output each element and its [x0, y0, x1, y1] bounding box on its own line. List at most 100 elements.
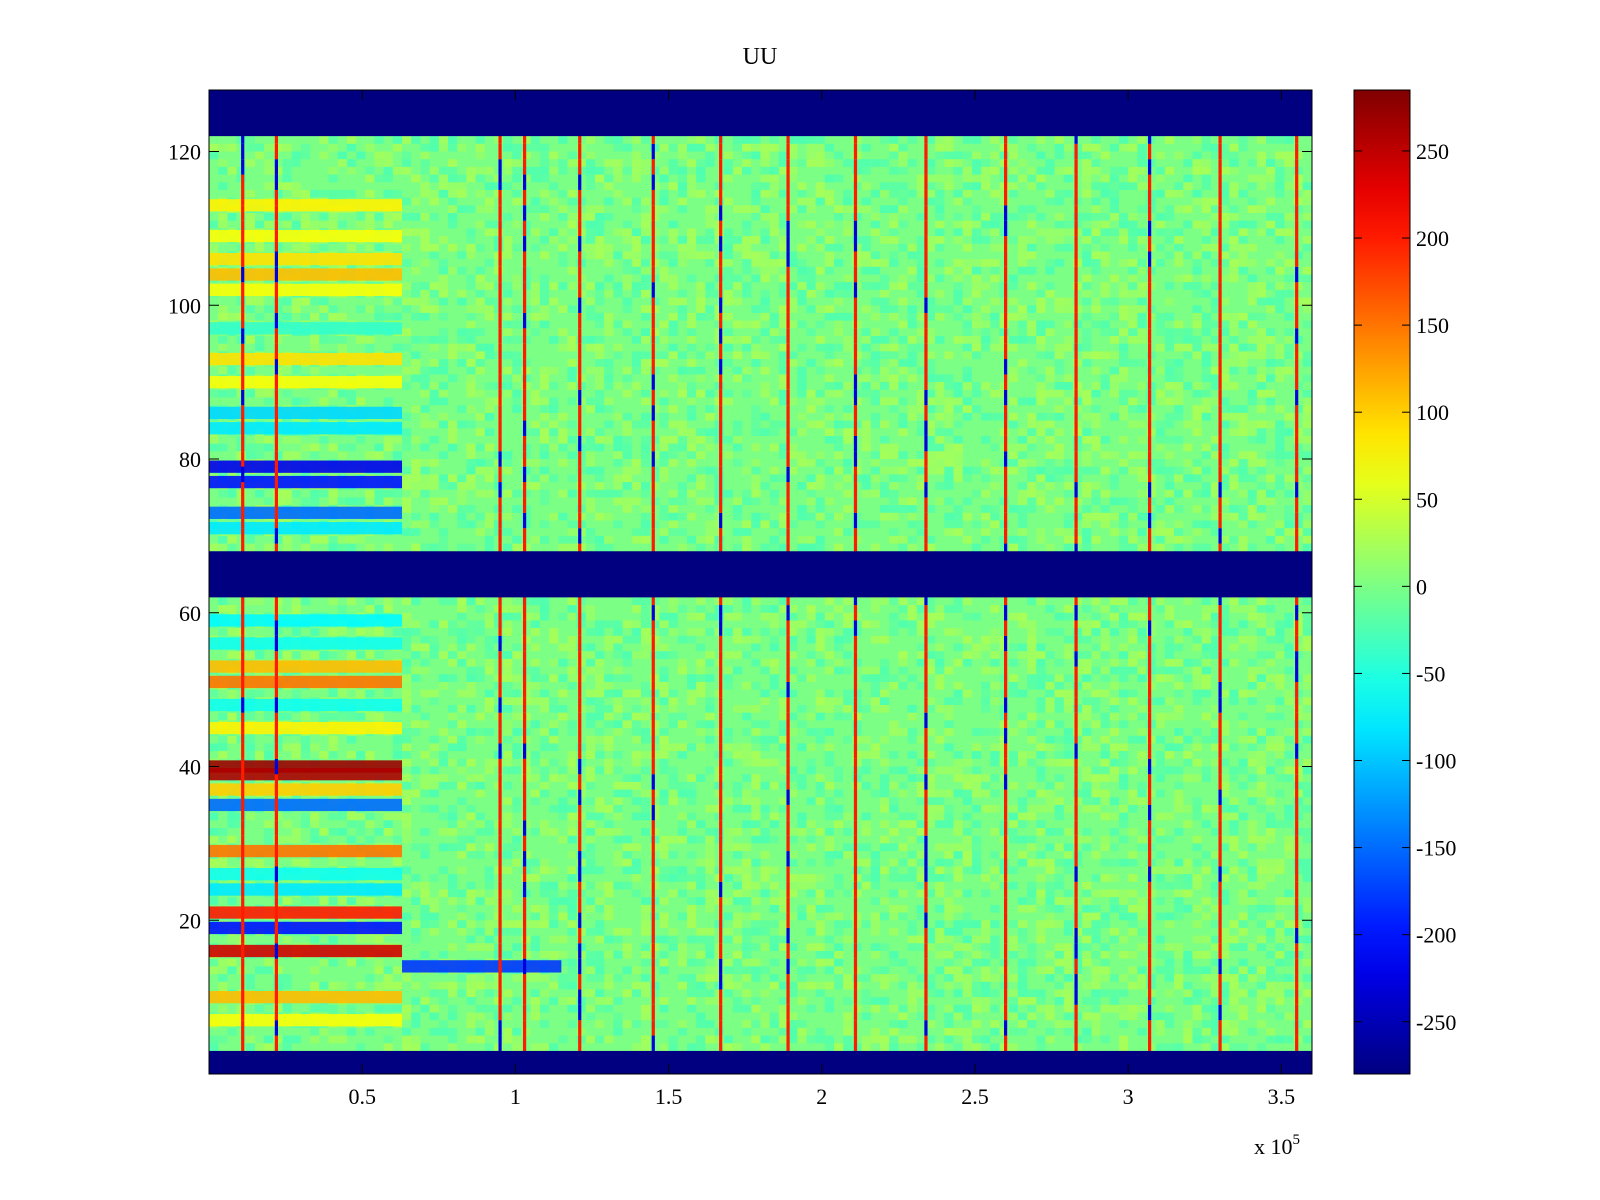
heatmap-cell [1302, 620, 1312, 629]
heatmap-cell [788, 143, 798, 152]
heatmap-cell [962, 305, 972, 313]
heatmap-cell [484, 612, 494, 621]
heatmap-cell [815, 612, 825, 621]
heatmap-cell [1045, 628, 1055, 636]
heatmap-cell [466, 320, 476, 329]
heatmap-cell [962, 189, 972, 198]
heatmap-cell [687, 189, 697, 198]
heatmap-cell [1220, 182, 1230, 190]
heatmap-cell [227, 143, 237, 152]
heatmap-cell [503, 543, 513, 552]
heatmap-cell [595, 205, 605, 213]
heatmap-cell [1054, 151, 1064, 160]
heatmap-cell [346, 397, 357, 406]
heatmap-cell [512, 166, 522, 175]
heatmap-cell [1192, 351, 1202, 360]
heatmap-cell [769, 666, 779, 675]
heatmap-cell [1247, 435, 1257, 444]
heatmap-cell [1091, 236, 1101, 244]
heatmap-cell [861, 251, 871, 260]
heatmap-cell [1082, 251, 1092, 260]
heatmap-cell [438, 681, 448, 690]
heatmap-cell [392, 451, 402, 459]
heatmap-cell [705, 505, 715, 513]
heatmap-cell [824, 266, 834, 275]
heatmap-cell [1054, 528, 1064, 536]
heatmap-cell [751, 336, 761, 344]
heatmap-cell [512, 612, 522, 621]
heatmap-cell [760, 259, 770, 267]
heatmap-cell [466, 474, 476, 483]
heatmap-cell [953, 505, 963, 513]
heatmap-cell [981, 343, 991, 352]
heatmap-cell [742, 628, 752, 636]
heatmap-cell [245, 159, 255, 167]
heatmap-cell [788, 397, 798, 406]
heatmap-cell [227, 389, 237, 398]
heatmap-cell [1284, 451, 1294, 459]
heatmap-cell [1201, 351, 1211, 360]
heatmap-cell [907, 459, 917, 467]
heatmap-cell [797, 197, 807, 206]
heatmap-cell [227, 605, 237, 613]
heatmap-cell [503, 489, 513, 498]
heatmap-cell [1238, 351, 1248, 360]
heatmap-cell [935, 605, 945, 613]
heatmap-cell [1210, 643, 1221, 652]
heatmap-cell [1017, 620, 1028, 629]
heatmap-cell [1036, 228, 1046, 237]
heatmap-cell [1119, 535, 1129, 544]
heatmap-cell [1174, 666, 1184, 675]
heatmap-cell [778, 305, 789, 313]
heatmap-cell [291, 651, 301, 659]
heatmap-cell [530, 136, 540, 144]
heatmap-cell [742, 282, 752, 290]
heatmap-cell [1275, 651, 1285, 659]
heatmap-cell [732, 651, 743, 659]
heatmap-cell [1192, 505, 1202, 513]
heatmap-cell [990, 651, 1000, 659]
heatmap-cell [659, 359, 669, 367]
heatmap-cell [245, 451, 255, 459]
heatmap-cell [1119, 220, 1129, 229]
heatmap-cell [990, 266, 1000, 275]
heatmap-cell [925, 459, 936, 467]
heatmap-cell [1192, 666, 1202, 675]
heatmap-cell [1238, 420, 1248, 429]
heatmap-cell [1229, 266, 1239, 275]
heatmap-cell [429, 282, 439, 290]
heatmap-cell [613, 435, 623, 444]
heatmap-cell [760, 658, 770, 667]
heatmap-cell [1137, 305, 1147, 313]
heatmap-cell [962, 689, 972, 698]
heatmap-cell [558, 159, 568, 167]
heatmap-cell [990, 136, 1000, 144]
heatmap-cell [861, 474, 871, 483]
heatmap-cell [245, 543, 255, 552]
heatmap-cell [1183, 336, 1193, 344]
heatmap-cell [291, 451, 301, 459]
heatmap-cell [328, 389, 338, 398]
heatmap-cell [778, 597, 789, 606]
heatmap-cell [1155, 243, 1165, 252]
heatmap-cell [641, 697, 651, 705]
heatmap-cell [1164, 166, 1175, 175]
heatmap-cell [245, 213, 255, 221]
heatmap-cell [264, 166, 274, 175]
heatmap-cell [255, 143, 265, 152]
heatmap-cell [595, 397, 605, 406]
heatmap-cell [1192, 197, 1202, 206]
heatmap-cell [742, 166, 752, 175]
heatmap-cell [898, 297, 908, 306]
heatmap-cell [1128, 512, 1138, 521]
heatmap-cell [595, 382, 605, 390]
heatmap-cell [971, 159, 982, 167]
heatmap-cell [898, 397, 908, 406]
heatmap-cell [1017, 497, 1028, 506]
heatmap-cell [411, 620, 421, 629]
heatmap-cell [1164, 612, 1175, 621]
heatmap-cell [925, 197, 936, 206]
heatmap-cell [1220, 213, 1230, 221]
heatmap-cell [641, 620, 651, 629]
heatmap-cell [962, 320, 972, 329]
